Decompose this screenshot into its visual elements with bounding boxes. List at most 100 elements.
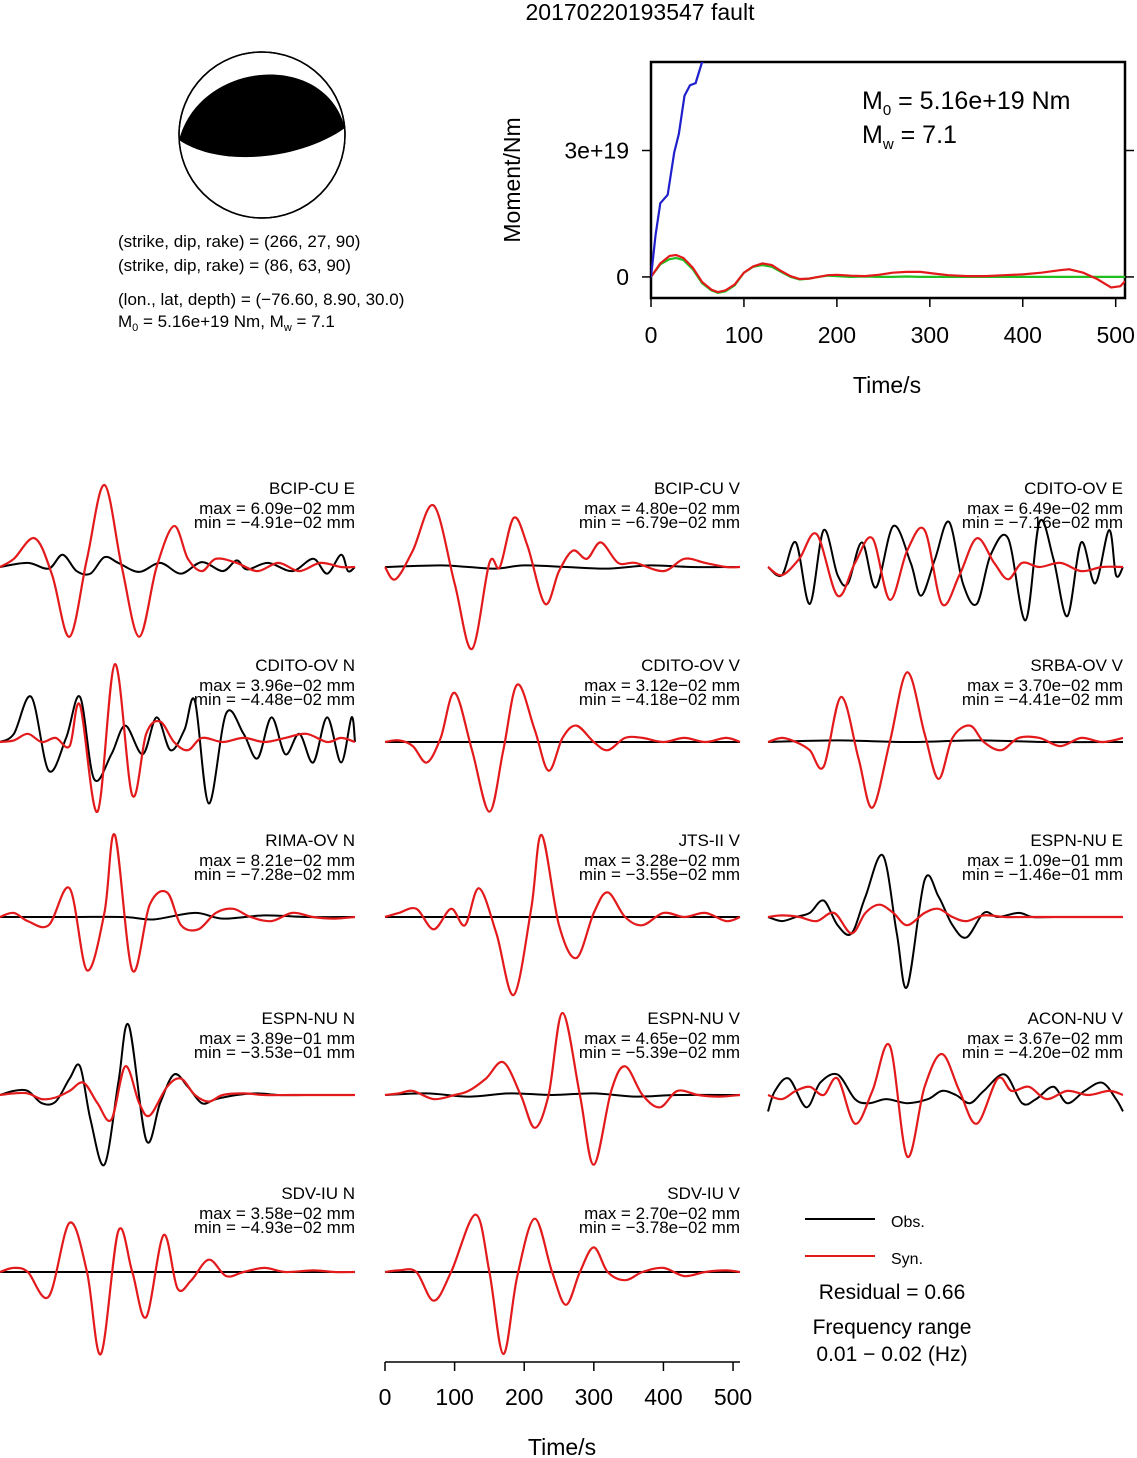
moment-xtick-label: 0 <box>645 322 658 348</box>
frequency-range-value: 0.01 − 0.02 (Hz) <box>816 1343 967 1366</box>
beachball-compression <box>179 74 345 158</box>
page-title: 20170220193547 fault <box>526 0 756 25</box>
obs-trace <box>384 1092 741 1098</box>
station-max: max = 2.70e−02 mm <box>584 1204 740 1223</box>
moment-series-red <box>651 253 1125 294</box>
moment-ytick-label: 3e+19 <box>564 138 629 164</box>
station-label: ESPN-NU V <box>647 1009 740 1028</box>
station-min: min = −3.55e−02 mm <box>579 865 740 884</box>
station-min: min = −1.46e−01 mm <box>962 865 1123 884</box>
syn-trace <box>384 504 741 651</box>
station-min: min = −7.28e−02 mm <box>194 865 355 884</box>
syn-trace <box>384 1011 741 1166</box>
waveform-xtick-label: 300 <box>575 1384 613 1410</box>
station-min: min = −4.18e−02 mm <box>579 690 740 709</box>
station-max: max = 8.21e−02 mm <box>199 851 355 870</box>
obs-trace <box>0 911 356 921</box>
station-label: CDITO-OV V <box>641 656 741 675</box>
moment-xtick-label: 500 <box>1097 322 1135 348</box>
syn-trace <box>0 833 356 973</box>
syn-trace <box>767 671 1124 809</box>
moment-mw-annotation: Mw = 7.1 <box>862 121 957 153</box>
station-min: min = −4.20e−02 mm <box>962 1043 1123 1062</box>
syn-trace <box>0 483 356 638</box>
station-label: SDV-IU V <box>667 1184 740 1203</box>
station-max: max = 4.80e−02 mm <box>584 499 740 518</box>
beachball <box>178 51 346 219</box>
moment-ylabel: Moment/Nm <box>499 117 525 242</box>
station-max: max = 6.49e−02 mm <box>967 499 1123 518</box>
moment-xtick-label: 300 <box>911 322 949 348</box>
waveform-xtick-label: 500 <box>714 1384 752 1410</box>
waveform-xlabel: Time/s <box>528 1434 596 1458</box>
fm-moment-line: M0 = 5.16e+19 Nm, Mw = 7.1 <box>118 312 335 334</box>
moment-xtick-label: 400 <box>1004 322 1042 348</box>
syn-trace <box>767 526 1124 607</box>
moment-xtick-label: 100 <box>725 322 763 348</box>
station-label: ESPN-NU N <box>261 1009 355 1028</box>
waveform-xtick-label: 400 <box>644 1384 682 1410</box>
waveform-xtick-label: 200 <box>505 1384 543 1410</box>
station-max: max = 3.67e−02 mm <box>967 1029 1123 1048</box>
waveform-time-axis: Time/s 0 100 200 300 400 500 <box>379 1361 752 1458</box>
syn-trace <box>0 1065 355 1123</box>
obs-trace <box>767 518 1124 622</box>
obs-trace <box>0 695 356 805</box>
waveform-xtick-label: 100 <box>435 1384 473 1410</box>
fm-line-3: (lon., lat, depth) = (−76.60, 8.90, 30.0… <box>118 290 404 309</box>
moment-plot-frame <box>649 60 1127 300</box>
legend: Obs. Syn. Residual = 0.66 Frequency rang… <box>805 1214 971 1366</box>
obs-trace <box>767 1072 1124 1112</box>
moment-series-blue <box>651 62 705 278</box>
syn-trace <box>0 1221 356 1356</box>
station-max: max = 3.28e−02 mm <box>584 851 740 870</box>
waveform-xtick-label: 0 <box>379 1384 392 1410</box>
syn-trace <box>384 683 741 813</box>
station-min: min = −4.91e−02 mm <box>194 513 355 532</box>
station-min: min = −4.41e−02 mm <box>962 690 1123 709</box>
station-label: ACON-NU V <box>1028 1009 1124 1028</box>
station-label: JTS-II V <box>679 831 741 850</box>
syn-trace <box>767 1042 1124 1158</box>
station-min: min = −4.93e−02 mm <box>194 1218 355 1237</box>
station-max: max = 3.89e−01 mm <box>199 1029 355 1048</box>
station-label: BCIP-CU E <box>269 479 355 498</box>
station-max: max = 4.65e−02 mm <box>584 1029 740 1048</box>
moment-ytick-label: 0 <box>616 264 629 290</box>
station-label: BCIP-CU V <box>654 479 741 498</box>
moment-series-green <box>651 256 1125 295</box>
station-label: CDITO-OV E <box>1024 479 1123 498</box>
syn-trace <box>384 833 741 997</box>
obs-trace <box>0 1022 355 1167</box>
moment-xtick-label: 200 <box>818 322 856 348</box>
station-min: min = −6.79e−02 mm <box>579 513 740 532</box>
syn-trace <box>767 903 1123 935</box>
obs-trace <box>0 553 356 576</box>
station-min: min = −3.53e−01 mm <box>194 1043 355 1062</box>
station-label: ESPN-NU E <box>1030 831 1123 850</box>
legend-obs-label: Obs. <box>891 1214 925 1231</box>
station-min: min = −7.16e−02 mm <box>962 513 1123 532</box>
station-max: max = 1.09e−01 mm <box>967 851 1123 870</box>
station-label: SDV-IU N <box>281 1184 355 1203</box>
station-min: min = −4.48e−02 mm <box>194 690 355 709</box>
fm-line-2: (strike, dip, rake) = (86, 63, 90) <box>118 256 351 275</box>
syn-trace <box>0 662 356 813</box>
frequency-range-title: Frequency range <box>813 1316 972 1339</box>
station-min: min = −5.39e−02 mm <box>579 1043 740 1062</box>
